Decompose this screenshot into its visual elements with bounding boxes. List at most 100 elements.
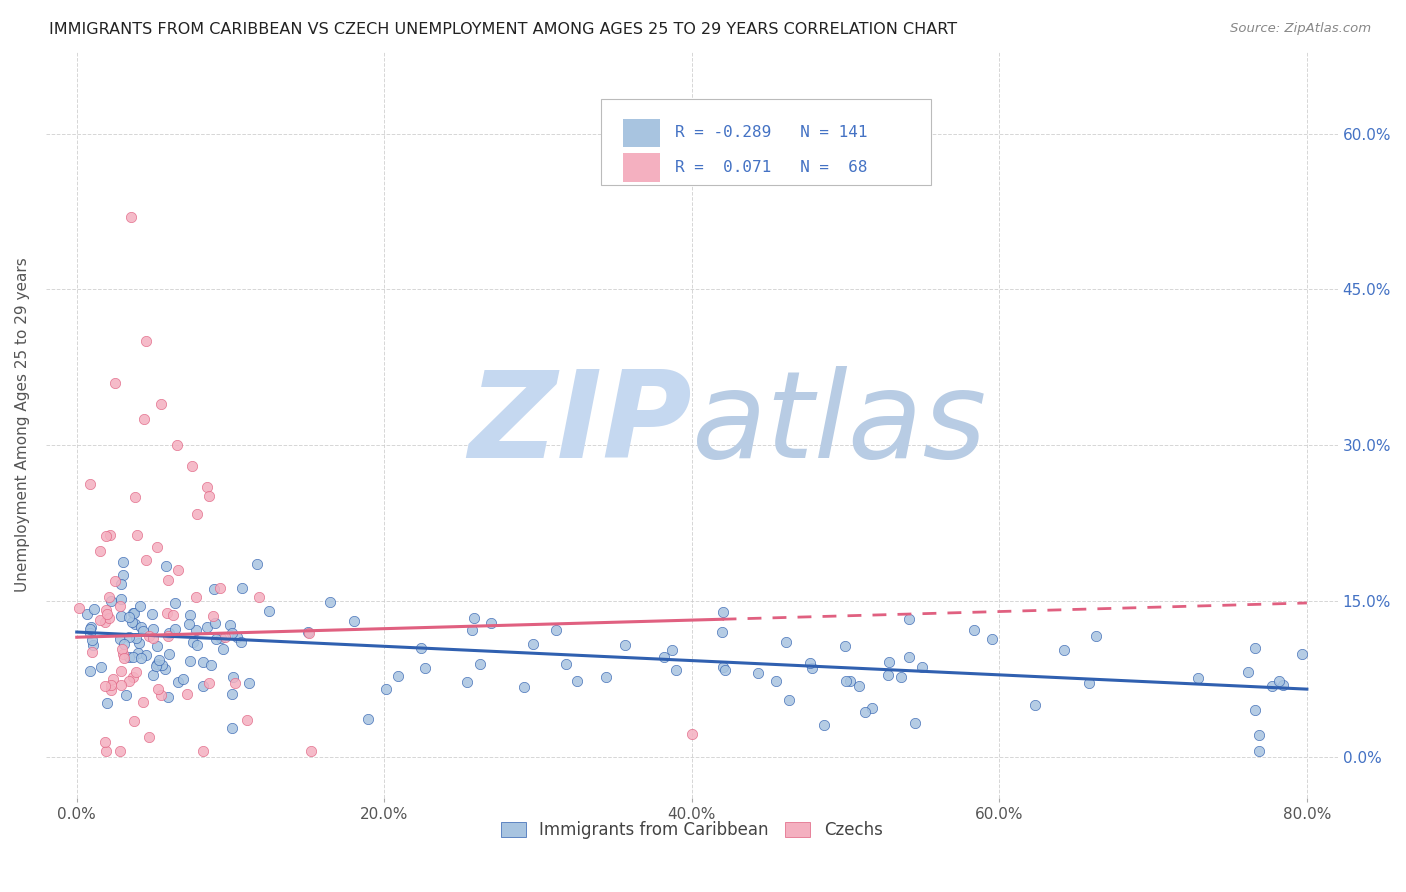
Point [595, 670, 617, 684]
Point [259, 604, 281, 618]
Point [138, 629, 160, 643]
Point [1237, 665, 1260, 679]
Point [80, 620, 103, 634]
Point [877, 667, 900, 681]
Point [141, 607, 163, 621]
Point [1247, 728, 1270, 742]
Point [222, 670, 245, 684]
Point [665, 663, 688, 677]
Point [1244, 703, 1267, 717]
Point [195, 620, 218, 634]
Point [201, 608, 224, 623]
Point [122, 670, 145, 684]
Point [297, 624, 319, 639]
Point [413, 661, 436, 675]
Point [97, 611, 120, 625]
Text: ZIP: ZIP [468, 366, 692, 483]
Point [554, 657, 576, 672]
Point [104, 376, 127, 390]
Point [124, 490, 146, 504]
Point [76, 607, 98, 621]
Point [142, 667, 165, 681]
Point [110, 591, 132, 606]
Point [94, 615, 117, 630]
Point [108, 744, 131, 758]
Point [179, 608, 201, 623]
Point [101, 673, 124, 687]
Point [231, 635, 253, 649]
Point [153, 662, 176, 676]
Point [129, 620, 152, 634]
Point [150, 688, 173, 702]
Point [713, 660, 735, 674]
Point [118, 650, 141, 665]
Point [122, 606, 145, 620]
Point [225, 631, 247, 645]
Point [112, 637, 135, 651]
Point [522, 637, 544, 651]
Point [165, 596, 187, 610]
Point [246, 558, 269, 572]
Point [1084, 629, 1107, 643]
Point [834, 674, 856, 689]
Point [67, 600, 90, 615]
Point [224, 675, 246, 690]
Point [468, 657, 491, 672]
Point [166, 563, 188, 577]
Point [221, 686, 243, 700]
Point [877, 655, 900, 669]
Point [713, 605, 735, 619]
Point [125, 665, 148, 679]
Point [1078, 676, 1101, 690]
Point [546, 624, 568, 638]
Point [131, 651, 153, 665]
Point [100, 594, 122, 608]
Point [96, 696, 118, 710]
Point [980, 632, 1002, 647]
Point [110, 577, 132, 591]
Point [146, 639, 169, 653]
Point [1291, 647, 1313, 661]
Point [853, 705, 876, 719]
Point [1268, 673, 1291, 688]
Point [111, 647, 134, 661]
Point [80, 644, 103, 658]
Point [122, 606, 145, 620]
Point [112, 651, 135, 665]
Point [156, 690, 179, 704]
Point [141, 631, 163, 645]
Point [89, 614, 111, 628]
Point [118, 610, 141, 624]
Point [110, 664, 132, 678]
Point [209, 632, 232, 646]
Point [122, 714, 145, 728]
Point [387, 669, 409, 683]
Point [463, 611, 485, 625]
Point [148, 653, 170, 667]
Point [204, 632, 226, 647]
Point [104, 574, 127, 588]
Point [112, 555, 135, 569]
Point [125, 528, 148, 542]
Point [681, 727, 703, 741]
Point [778, 693, 800, 707]
Point [80, 633, 103, 648]
Text: Source: ZipAtlas.com: Source: ZipAtlas.com [1230, 22, 1371, 36]
Text: R =  0.071   N =  68: R = 0.071 N = 68 [675, 160, 868, 175]
Point [765, 673, 787, 688]
Point [110, 609, 132, 624]
Point [247, 590, 270, 604]
Point [115, 688, 138, 702]
Point [298, 626, 321, 640]
Point [183, 635, 205, 649]
Text: R = -0.289   N = 141: R = -0.289 N = 141 [675, 125, 868, 140]
Point [118, 674, 141, 689]
Point [98, 527, 121, 541]
Point [204, 616, 226, 631]
Y-axis label: Unemployment Among Ages 25 to 29 years: Unemployment Among Ages 25 to 29 years [15, 257, 30, 591]
Point [128, 636, 150, 650]
Point [150, 397, 173, 411]
Point [1249, 744, 1271, 758]
Point [1271, 678, 1294, 692]
Point [198, 676, 221, 690]
